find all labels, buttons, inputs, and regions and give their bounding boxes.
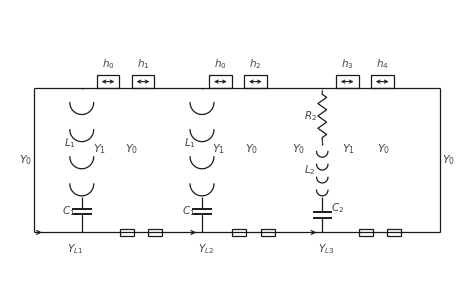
Bar	[232, 229, 246, 236]
Bar	[209, 75, 232, 88]
Text: $Y_0$: $Y_0$	[245, 142, 258, 156]
Bar	[97, 75, 119, 88]
Text: $Y_0$: $Y_0$	[442, 153, 455, 167]
Bar	[148, 229, 162, 236]
Text: $Y_{L1}$: $Y_{L1}$	[67, 242, 83, 256]
Text: $L_2$: $L_2$	[304, 163, 316, 177]
Text: $C_2$: $C_2$	[331, 201, 344, 215]
Text: $Y_1$: $Y_1$	[342, 142, 355, 156]
Bar	[244, 75, 267, 88]
Bar	[371, 75, 393, 88]
Bar	[261, 229, 274, 236]
Text: $h_2$: $h_2$	[249, 57, 262, 71]
Text: $Y_1$: $Y_1$	[93, 142, 106, 156]
Text: $h_0$: $h_0$	[214, 57, 227, 71]
Bar	[336, 75, 358, 88]
Text: $Y_0$: $Y_0$	[19, 153, 32, 167]
Bar	[359, 229, 373, 236]
Text: $Y_0$: $Y_0$	[292, 142, 305, 156]
Text: $h_0$: $h_0$	[101, 57, 114, 71]
Bar	[132, 75, 155, 88]
Text: $h_1$: $h_1$	[137, 57, 149, 71]
Text: $Y_{L2}$: $Y_{L2}$	[198, 242, 215, 256]
Bar	[387, 229, 401, 236]
Text: $h_3$: $h_3$	[341, 57, 354, 71]
Text: $h_4$: $h_4$	[376, 57, 389, 71]
Text: $Y_0$: $Y_0$	[377, 142, 390, 156]
Text: $L_1$: $L_1$	[64, 136, 75, 150]
Bar	[120, 229, 134, 236]
Text: $Y_{L3}$: $Y_{L3}$	[319, 242, 335, 256]
Text: $C_1$: $C_1$	[62, 204, 75, 218]
Text: $Y_0$: $Y_0$	[126, 142, 138, 156]
Text: $R_2$: $R_2$	[303, 109, 317, 123]
Text: $C_1$: $C_1$	[182, 204, 195, 218]
Text: $Y_1$: $Y_1$	[212, 142, 225, 156]
Text: $L_1$: $L_1$	[184, 136, 196, 150]
